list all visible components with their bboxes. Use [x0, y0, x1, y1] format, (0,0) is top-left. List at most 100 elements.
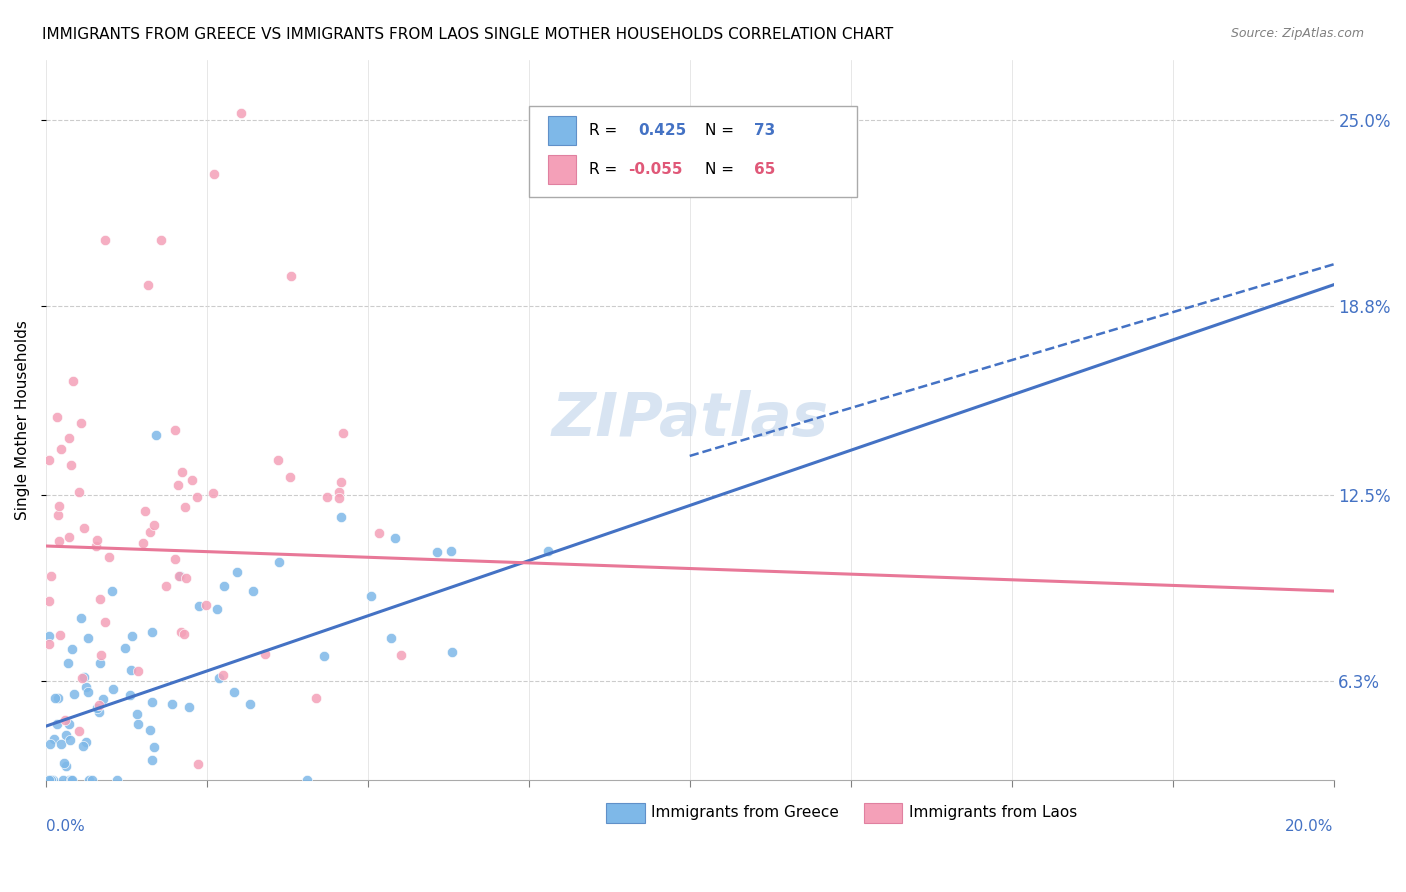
- Point: [222, 685, 245, 699]
- Point: [187, 757, 209, 772]
- Point: [90, 648, 112, 662]
- FancyBboxPatch shape: [548, 116, 576, 145]
- Point: [86, 533, 108, 548]
- Point: [167, 478, 190, 492]
- Point: [60, 642, 83, 657]
- Point: [280, 268, 302, 283]
- Text: R =: R =: [589, 161, 617, 177]
- Point: [141, 625, 163, 640]
- Point: [125, 706, 148, 721]
- Point: [202, 167, 225, 181]
- Point: [105, 773, 128, 788]
- Point: [314, 649, 336, 664]
- Point: [59, 732, 82, 747]
- Point: [208, 671, 231, 685]
- Point: [75, 680, 97, 694]
- Point: [100, 584, 122, 599]
- Point: [267, 555, 290, 569]
- Point: [143, 740, 166, 755]
- Point: [58, 773, 80, 788]
- Point: [207, 601, 229, 615]
- Point: [59, 458, 82, 473]
- Text: IMMIGRANTS FROM GREECE VS IMMIGRANTS FROM LAOS SINGLE MOTHER HOUSEHOLDS CORRELAT: IMMIGRANTS FROM GREECE VS IMMIGRANTS FRO…: [42, 27, 893, 42]
- Point: [45, 716, 67, 731]
- Point: [41, 569, 63, 583]
- Point: [425, 545, 447, 559]
- Point: [48, 534, 70, 549]
- Text: R =: R =: [589, 123, 617, 137]
- Point: [127, 716, 149, 731]
- Text: N =: N =: [706, 123, 734, 137]
- FancyBboxPatch shape: [606, 804, 645, 823]
- Point: [53, 713, 76, 727]
- Point: [75, 735, 97, 749]
- Point: [278, 470, 301, 484]
- Point: [141, 695, 163, 709]
- Point: [58, 431, 80, 445]
- Point: [169, 569, 191, 583]
- Point: [267, 452, 290, 467]
- Point: [52, 756, 75, 771]
- Point: [253, 648, 276, 662]
- Point: [38, 637, 60, 651]
- Point: [55, 728, 77, 742]
- Point: [38, 630, 60, 644]
- Point: [86, 701, 108, 715]
- Y-axis label: Single Mother Households: Single Mother Households: [15, 320, 30, 520]
- FancyBboxPatch shape: [529, 106, 858, 196]
- Point: [48, 628, 70, 642]
- Point: [120, 664, 142, 678]
- Point: [42, 732, 65, 747]
- Point: [173, 627, 195, 641]
- Text: -0.055: -0.055: [628, 161, 682, 177]
- Point: [121, 629, 143, 643]
- Point: [73, 670, 96, 684]
- Point: [187, 599, 209, 613]
- Point: [77, 632, 100, 646]
- Point: [70, 671, 93, 685]
- Point: [160, 697, 183, 711]
- Point: [389, 648, 412, 662]
- Point: [143, 518, 166, 533]
- Point: [62, 374, 84, 388]
- Point: [132, 535, 155, 549]
- Point: [134, 503, 156, 517]
- Text: Source: ZipAtlas.com: Source: ZipAtlas.com: [1230, 27, 1364, 40]
- Point: [211, 668, 233, 682]
- Point: [328, 491, 350, 505]
- Text: 20.0%: 20.0%: [1285, 819, 1333, 834]
- Text: Immigrants from Laos: Immigrants from Laos: [908, 805, 1077, 820]
- Text: ZIPatlas: ZIPatlas: [551, 391, 828, 450]
- Point: [60, 773, 83, 788]
- Point: [67, 485, 90, 500]
- Point: [58, 716, 80, 731]
- Point: [139, 723, 162, 737]
- Point: [380, 631, 402, 645]
- Point: [49, 737, 72, 751]
- Point: [360, 590, 382, 604]
- Point: [384, 531, 406, 545]
- Point: [69, 611, 91, 625]
- Point: [80, 773, 103, 788]
- Point: [97, 549, 120, 564]
- Point: [173, 500, 195, 514]
- Point: [150, 233, 173, 247]
- Point: [48, 499, 70, 513]
- Point: [165, 423, 187, 437]
- Point: [38, 773, 60, 788]
- Point: [180, 473, 202, 487]
- Point: [329, 475, 352, 489]
- Point: [46, 691, 69, 706]
- Text: Immigrants from Greece: Immigrants from Greece: [651, 805, 839, 820]
- Point: [38, 452, 60, 467]
- Point: [51, 442, 73, 456]
- FancyBboxPatch shape: [863, 804, 903, 823]
- Point: [127, 665, 149, 679]
- Point: [242, 584, 264, 599]
- Point: [89, 591, 111, 606]
- Point: [440, 543, 463, 558]
- Point: [186, 491, 208, 505]
- Point: [69, 416, 91, 430]
- Point: [46, 409, 69, 424]
- Point: [229, 106, 252, 120]
